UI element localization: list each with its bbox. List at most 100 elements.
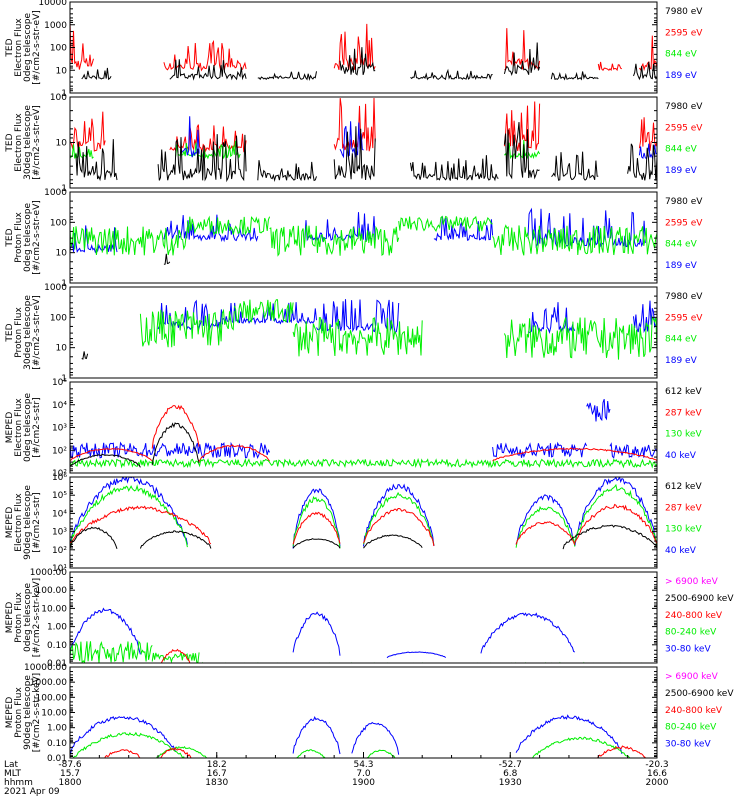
legend-label-green: 844 eV [665, 50, 698, 60]
series-green-trace [296, 749, 326, 758]
x-tick-lat: 54.3 [353, 760, 373, 770]
series-blue-trace [351, 721, 400, 755]
series-green-trace [292, 317, 423, 357]
series-red-trace [102, 749, 142, 758]
series-red-trace [198, 444, 271, 462]
series-red-trace [70, 447, 153, 462]
y-axis-label: [#/cm2-s-str-eV] [32, 295, 42, 370]
legend-label-green: 130 keV [665, 525, 702, 535]
panel-data-4 [81, 299, 657, 360]
legend-label-green: 130 keV [665, 430, 702, 440]
legend-label-blue: 30-80 keV [665, 740, 711, 750]
panel-frame [69, 571, 658, 664]
y-tick-label: 0.10 [47, 739, 67, 749]
legend-label-magenta: > 6900 keV [665, 672, 719, 682]
series-black-trace [139, 530, 212, 549]
legend-label-red: 2595 eV [665, 28, 703, 38]
series-red-trace [151, 404, 200, 449]
series-blue-trace [181, 116, 200, 158]
y-tick-label: 10⁵ [52, 491, 67, 501]
series-green-trace [363, 491, 435, 545]
y-axis-label: Electron Flux [14, 18, 24, 77]
series-green-trace [156, 746, 208, 758]
series-red-trace [492, 447, 657, 462]
y-tick-label: 1000 [44, 283, 67, 293]
y-axis-label: 0deg telescope [23, 583, 33, 653]
series-black-trace [163, 253, 171, 265]
series-green-trace [175, 140, 241, 160]
y-tick-label: 1000.00 [30, 678, 67, 688]
y-tick-label: 1 [61, 374, 67, 384]
series-red-trace [638, 117, 657, 151]
series-blue-trace [70, 477, 188, 548]
x-tick-hhmm: 1800 [59, 778, 82, 788]
x-row-label: MLT [4, 769, 22, 779]
panel-data-6 [70, 477, 657, 550]
legend-label-black: 612 keV [665, 482, 702, 492]
y-axis-label: Proton Flux [14, 307, 24, 358]
panel-frame [69, 1, 658, 94]
y-axis-label: TED [5, 38, 15, 57]
y-tick-label: 10⁵ [52, 378, 67, 388]
series-blue-trace [70, 441, 271, 460]
series-green-trace [72, 731, 185, 758]
legend-label-black: 7980 eV [665, 7, 703, 17]
series-red-trace [70, 22, 94, 70]
y-tick-label: 1 [61, 279, 67, 289]
y-tick-label: 100 [50, 93, 67, 103]
series-red-trace [574, 503, 657, 545]
y-axis-label: [#/cm2-s-str-keV] [32, 578, 42, 657]
legend-label-blue: 189 eV [665, 356, 698, 366]
x-tick-lat: -52.7 [499, 760, 522, 770]
y-tick-label: 10² [52, 446, 67, 456]
y-tick-label: 1000 [44, 188, 67, 198]
series-black-trace [70, 526, 118, 549]
series-green-trace [503, 315, 657, 360]
series-red-trace [160, 648, 191, 663]
series-green-trace [70, 484, 188, 548]
panel-2 [69, 96, 658, 189]
series-magenta-trace [158, 682, 181, 687]
legend-label-red: 2595 eV [665, 218, 703, 228]
legend-label-magenta: > 6900 keV [665, 577, 719, 587]
y-tick-label: 10⁶ [52, 473, 67, 483]
y-axis-label: MEPED [5, 697, 15, 729]
x-tick-hhmm: 1900 [352, 778, 375, 788]
panel-6 [69, 476, 658, 569]
y-tick-label: 1000 [44, 21, 67, 31]
y-tick-label: 100 [50, 44, 67, 54]
series-green-trace [292, 496, 341, 549]
series-blue-trace [480, 612, 576, 654]
panel-frame [69, 381, 658, 474]
legend-label-blue: 189 eV [665, 261, 698, 271]
y-axis-label: 0deg telescope [23, 13, 33, 83]
panel-1 [69, 1, 658, 94]
series-green-trace [70, 226, 188, 256]
series-blue-trace [386, 651, 447, 659]
legend-label-blue: 40 keV [665, 451, 697, 461]
legend-label-green: 844 eV [665, 335, 698, 345]
x-tick-hhmm: 2000 [646, 778, 669, 788]
y-axis-label: TED [5, 133, 15, 152]
legend-label-blue: 30-80 keV [665, 645, 711, 655]
series-blue-trace [339, 121, 364, 159]
y-tick-label: 10000.00 [24, 663, 67, 673]
series-blue-trace [70, 607, 141, 655]
series-blue-trace [157, 299, 224, 331]
y-axis-label: [#/cm2-s-str-eV] [32, 105, 42, 180]
series-green-trace [202, 661, 643, 663]
panel-frame [69, 191, 658, 284]
y-axis-label: Electron Flux [14, 113, 24, 172]
y-tick-label: 1000.00 [30, 568, 67, 578]
x-tick-mlt: 15.7 [60, 769, 80, 779]
series-blue-trace [527, 302, 576, 335]
y-axis-label: 90deg telescope [23, 675, 33, 750]
x-tick-hhmm: 1930 [499, 778, 522, 788]
x-tick-hhmm: 1830 [205, 778, 228, 788]
series-black-trace [633, 61, 657, 81]
series-green-trace [574, 483, 657, 547]
series-green-trace [70, 144, 94, 160]
series-blue-trace [292, 488, 341, 549]
y-axis-label: [#/cm2-s-str-eV] [32, 10, 42, 85]
legend-label-red: 287 keV [665, 408, 702, 418]
